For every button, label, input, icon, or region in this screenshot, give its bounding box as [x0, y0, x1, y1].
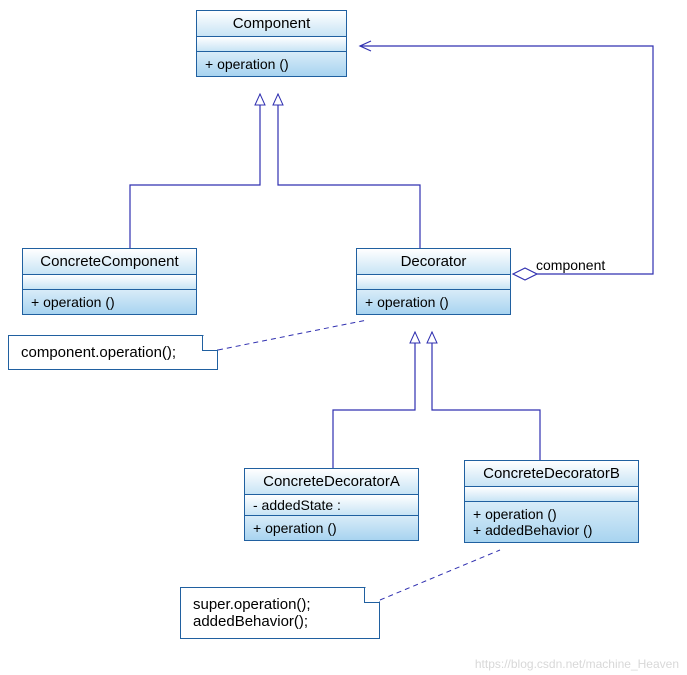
- class-attrs: [357, 275, 510, 290]
- note-line: super.operation();: [193, 596, 367, 613]
- note-component-operation: component.operation();: [8, 335, 218, 370]
- edge-note-link: [380, 550, 500, 600]
- class-decorator: Decorator + operation (): [356, 248, 511, 315]
- note-line: addedBehavior();: [193, 613, 367, 630]
- note-super-operation: super.operation(); addedBehavior();: [180, 587, 380, 639]
- op: + operation (): [31, 294, 188, 310]
- class-title: ConcreteDecoratorA: [245, 469, 418, 495]
- edge-note-link: [218, 320, 367, 350]
- aggregation-diamond: [513, 268, 537, 280]
- op: + operation (): [253, 520, 410, 536]
- edge-inherit: [333, 332, 415, 468]
- edge-label-component: component: [536, 257, 605, 273]
- op: + operation (): [365, 294, 502, 310]
- class-attrs: [465, 487, 638, 502]
- edge-inherit: [278, 94, 420, 248]
- class-attrs: [23, 275, 196, 290]
- op: + addedBehavior (): [473, 522, 630, 538]
- class-title: Decorator: [357, 249, 510, 275]
- class-ops: + operation (): [23, 290, 196, 314]
- class-concrete-component: ConcreteComponent + operation (): [22, 248, 197, 315]
- edge-aggregation: [360, 46, 653, 274]
- class-attrs: [197, 37, 346, 52]
- class-title: Component: [197, 11, 346, 37]
- class-concrete-decorator-a: ConcreteDecoratorA - addedState : + oper…: [244, 468, 419, 541]
- class-ops: + operation (): [357, 290, 510, 314]
- op: + operation (): [205, 56, 338, 72]
- edge-inherit: [432, 332, 540, 460]
- watermark: https://blog.csdn.net/machine_Heaven: [475, 657, 679, 671]
- class-ops: + operation (): [245, 516, 418, 540]
- class-ops: + operation () + addedBehavior (): [465, 502, 638, 542]
- class-attrs: - addedState :: [245, 495, 418, 516]
- attr: - addedState :: [253, 497, 410, 513]
- class-title: ConcreteComponent: [23, 249, 196, 275]
- note-line: component.operation();: [21, 344, 205, 361]
- class-title: ConcreteDecoratorB: [465, 461, 638, 487]
- op: + operation (): [473, 506, 630, 522]
- class-component: Component + operation (): [196, 10, 347, 77]
- edge-inherit: [130, 94, 260, 248]
- class-ops: + operation (): [197, 52, 346, 76]
- class-concrete-decorator-b: ConcreteDecoratorB + operation () + adde…: [464, 460, 639, 543]
